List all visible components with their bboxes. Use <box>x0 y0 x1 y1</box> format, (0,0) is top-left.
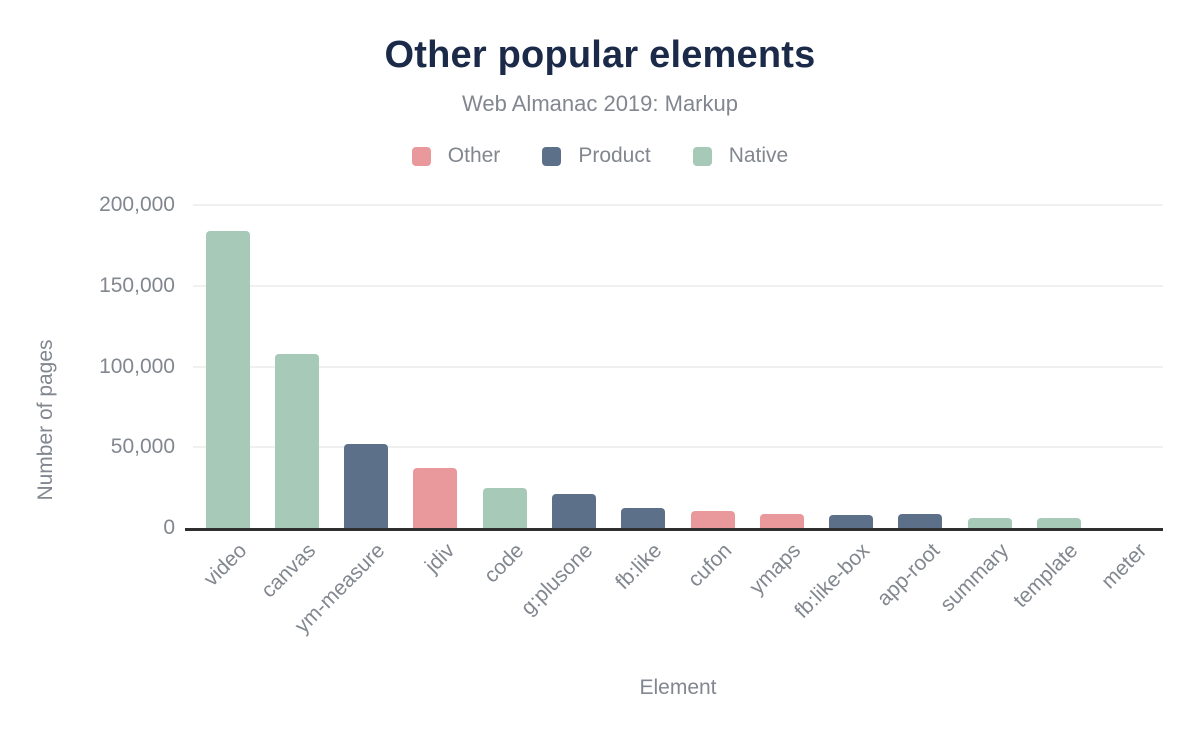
bar-fb:like-box[interactable] <box>829 515 874 528</box>
bar-series <box>193 205 1163 528</box>
bar-code[interactable] <box>482 487 527 528</box>
plot-area <box>185 204 1163 531</box>
x-tick-label-summary: summary <box>935 539 1014 617</box>
legend-label: Native <box>728 144 789 167</box>
y-tick-label: 0 <box>163 516 175 539</box>
legend: Other Product Native <box>0 144 1200 168</box>
bar-slot <box>747 205 816 528</box>
y-tick-label: 200,000 <box>99 193 175 216</box>
x-tick-label-ymaps: ymaps <box>745 539 806 600</box>
y-tick-label: 100,000 <box>99 354 175 378</box>
x-tick-label-cufon: cufon <box>683 539 736 592</box>
bar-template[interactable] <box>1037 517 1082 528</box>
bar-slot <box>401 205 470 528</box>
legend-label: Other <box>447 144 501 167</box>
x-tick-label-fb:like-box: fb:like-box <box>790 539 875 623</box>
bar-cufon[interactable] <box>690 511 735 528</box>
bar-slot <box>262 205 331 528</box>
bar-slot <box>817 205 886 528</box>
bar-slot <box>955 205 1024 528</box>
bar-canvas[interactable] <box>274 353 319 528</box>
y-tick-label: 150,000 <box>99 273 175 297</box>
bar-summary[interactable] <box>967 517 1012 528</box>
bar-slot <box>539 205 608 528</box>
bar-fb:like[interactable] <box>621 507 666 528</box>
x-axis-title: Element <box>639 676 717 699</box>
y-tick-label: 50,000 <box>110 435 175 459</box>
bar-slot <box>886 205 955 528</box>
x-tick-label-code: code <box>479 539 529 588</box>
bar-g:plusone[interactable] <box>552 494 597 528</box>
legend-item-product: Product <box>542 144 651 168</box>
x-tick-label-template: template <box>1009 539 1083 613</box>
chart-subtitle: Web Almanac 2019: Markup <box>462 91 738 116</box>
x-tick-label-g:plusone: g:plusone <box>516 539 598 620</box>
bar-slot <box>470 205 539 528</box>
x-tick-label-video: video <box>199 539 251 591</box>
legend-label: Product <box>578 144 651 167</box>
chart-title: Other popular elements <box>384 34 816 76</box>
x-tick-label-app-root: app-root <box>872 539 944 611</box>
bar-ym-measure[interactable] <box>344 444 389 528</box>
x-tick-label-jdiv: jdiv <box>420 539 459 578</box>
bar-slot <box>332 205 401 528</box>
bar-slot <box>1024 205 1093 528</box>
y-axis-tick-labels: 0 50,000 100,000 150,000 200,000 <box>0 193 183 539</box>
x-tick-label-canvas: canvas <box>256 539 321 603</box>
x-tick-label-meter: meter <box>1097 539 1152 594</box>
gridline-150000 <box>193 284 1163 287</box>
bar-video[interactable] <box>205 230 250 528</box>
gridline-200000 <box>193 204 1163 206</box>
legend-item-native: Native <box>692 144 789 168</box>
legend-item-other: Other <box>411 144 501 168</box>
x-axis-line <box>185 528 1163 531</box>
x-tick-label-fb:like: fb:like <box>611 539 667 595</box>
bar-slot <box>678 205 747 528</box>
bar-slot <box>1094 205 1163 528</box>
bar-slot <box>609 205 678 528</box>
bar-slot <box>193 205 262 528</box>
bar-ymaps[interactable] <box>759 514 804 528</box>
bar-app-root[interactable] <box>898 514 943 528</box>
legend-swatch-icon <box>411 146 431 166</box>
x-axis-tick-labels: video canvas ym-measure jdiv code g:plusone fb… <box>193 539 1163 649</box>
bar-jdiv[interactable] <box>413 468 458 528</box>
gridline-50000 <box>193 446 1163 449</box>
legend-swatch-icon <box>542 146 562 166</box>
legend-swatch-icon <box>692 146 712 166</box>
gridline-100000 <box>193 365 1163 368</box>
